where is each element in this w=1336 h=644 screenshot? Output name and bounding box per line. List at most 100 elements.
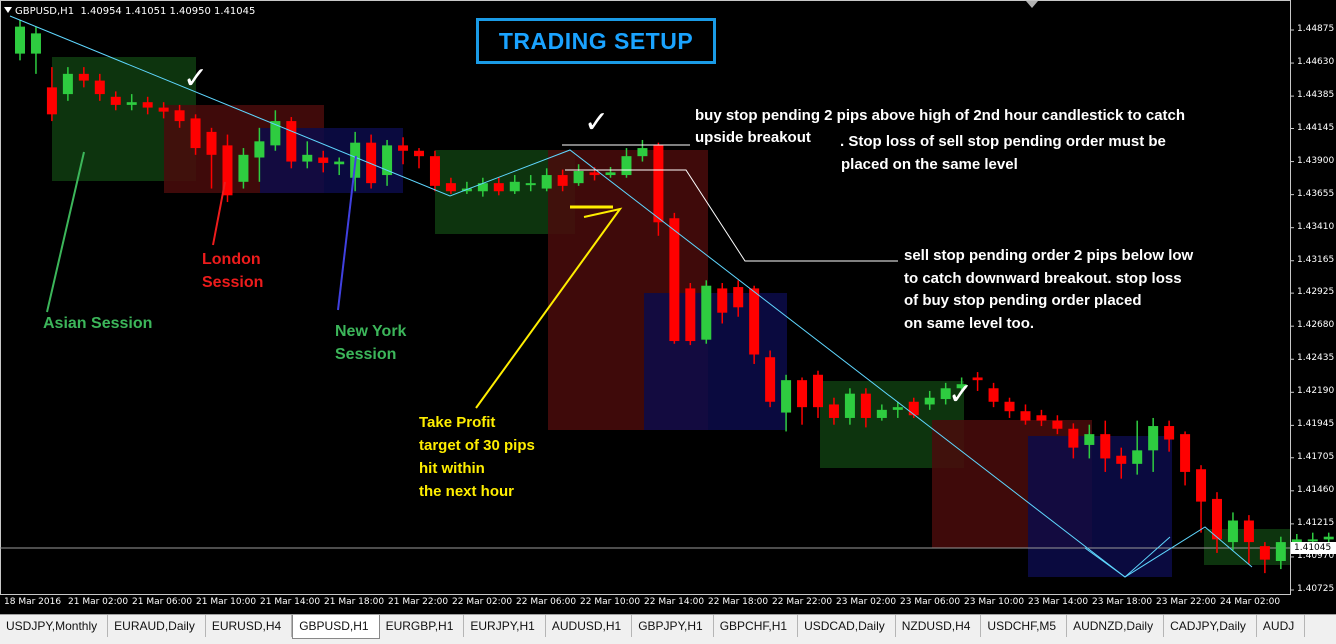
tab-gbpchf-h1[interactable]: GBPCHF,H1 [714,615,799,637]
time-axis-label: 22 Mar 02:00 [452,597,513,607]
tab-usdcad-daily[interactable]: USDCAD,Daily [798,615,896,637]
candle-body [972,377,983,381]
sell-stop-note-4: on same level too. [904,315,1035,332]
candle-body [844,393,855,418]
take-profit-note-4: the next hour [419,483,515,500]
buy-stop-note-4: placed on the same level [841,156,1018,173]
candle-body [174,110,185,122]
candle-body [142,102,153,108]
newyork-session-box [644,293,787,430]
candle-body [797,380,808,408]
time-axis-label: 21 Mar 14:00 [260,597,321,607]
candle-body [733,287,744,308]
chart-symbol: GBPUSD,H1 [15,6,75,17]
candle-body [493,183,504,192]
price-axis-label: 1.43410 [1297,221,1335,232]
candle-body [573,171,584,184]
candle-body [1148,426,1159,451]
candle-body [685,288,696,342]
tab-euraud-daily[interactable]: EURAUD,Daily [108,615,206,637]
tab-nzdusd-h4[interactable]: NZDUSD,H4 [896,615,982,637]
candle-body [15,26,25,54]
dropdown-triangle-icon[interactable] [4,7,12,13]
candle-body [254,141,265,158]
checkmark-icon: ✓ [948,378,974,411]
checkmark-icon: ✓ [183,62,209,95]
trading-setup-title: TRADING SETUP [476,18,716,64]
candle-body [366,142,377,184]
candle-body [892,407,903,410]
shift-marker-icon[interactable] [1026,1,1038,8]
tab-eurusd-h4[interactable]: EURUSD,H4 [206,615,293,637]
time-axis-label: 23 Mar 22:00 [1156,597,1217,607]
candle-body [1004,401,1015,412]
candle-body [318,157,329,163]
candle-body [1084,434,1095,445]
candle-body [78,73,89,81]
candle-body [1020,411,1031,421]
candle-body [382,145,393,176]
london-session-label-2: Session [202,274,264,291]
time-axis-label: 22 Mar 22:00 [772,597,833,607]
candle-body [270,121,281,146]
plot-frame [0,0,1291,595]
tab-gbpusd-h1[interactable]: GBPUSD,H1 [292,615,380,639]
tab-gbpjpy-h1[interactable]: GBPJPY,H1 [632,615,714,637]
price-axis-label: 1.42680 [1297,320,1335,331]
price-axis-label: 1.43900 [1297,155,1335,166]
candle-body [669,218,680,342]
candle-body [1132,450,1143,464]
tab-audj[interactable]: AUDJ [1257,615,1306,637]
candle-body [1116,455,1127,464]
candle-body [589,172,600,176]
candle-body [1036,415,1047,421]
candle-body [924,397,935,405]
buy-stop-note-3: . Stop loss of sell stop pending order m… [840,133,1166,150]
candle-body [828,404,839,418]
candle-body [429,156,440,186]
london-pointer-line [212,181,226,246]
candle-body [286,121,297,162]
candle-body [1052,420,1063,429]
chart-header: GBPUSD,H1 1.40954 1.41051 1.40950 1.4104… [4,6,255,17]
price-axis-label: 1.41705 [1297,451,1335,462]
time-axis-label: 23 Mar 02:00 [836,597,897,607]
price-chart[interactable] [0,0,1336,614]
price-axis-label: 1.44385 [1297,90,1335,101]
sell-stop-pointer-line [565,169,898,262]
candle-body [525,183,536,186]
candle-body [908,401,919,416]
candle-body [701,285,712,340]
candle-body [1068,428,1079,448]
sell-stop-note-3: of buy stop pending order placed [904,292,1142,309]
candle-body [222,145,233,196]
candle-body [46,87,57,115]
candle-body [860,393,871,418]
tab-eurjpy-h1[interactable]: EURJPY,H1 [464,615,546,637]
price-axis-label: 1.40970 [1297,550,1335,561]
time-axis-label: 23 Mar 14:00 [1028,597,1089,607]
price-axis-label: 1.41215 [1297,517,1335,528]
time-axis-label: 22 Mar 06:00 [516,597,577,607]
asian-pointer-line [46,151,85,313]
tab-audusd-h1[interactable]: AUDUSD,H1 [546,615,633,637]
take-profit-pointer [475,207,623,409]
price-axis-label: 1.42190 [1297,386,1335,397]
candle-body [190,118,201,149]
candle-body [62,73,73,95]
time-axis-label: 22 Mar 14:00 [644,597,705,607]
tab-audnzd-daily[interactable]: AUDNZD,Daily [1067,615,1165,637]
tab-usdchf-m5[interactable]: USDCHF,M5 [981,615,1068,637]
buy-stop-note-2: upside breakout [695,129,811,146]
tab-cadjpy-daily[interactable]: CADJPY,Daily [1164,615,1257,637]
time-axis-label: 21 Mar 02:00 [68,597,129,607]
price-axis-label: 1.43655 [1297,188,1335,199]
candle-body [398,145,409,151]
candle-body [1243,520,1254,543]
tab-usdjpy-monthly[interactable]: USDJPY,Monthly [0,615,109,637]
price-axis-label: 1.42435 [1297,353,1335,364]
london-session-label-1: London [202,251,261,268]
tab-eurgbp-h1[interactable]: EURGBP,H1 [380,615,465,637]
candle-body [1275,542,1286,561]
